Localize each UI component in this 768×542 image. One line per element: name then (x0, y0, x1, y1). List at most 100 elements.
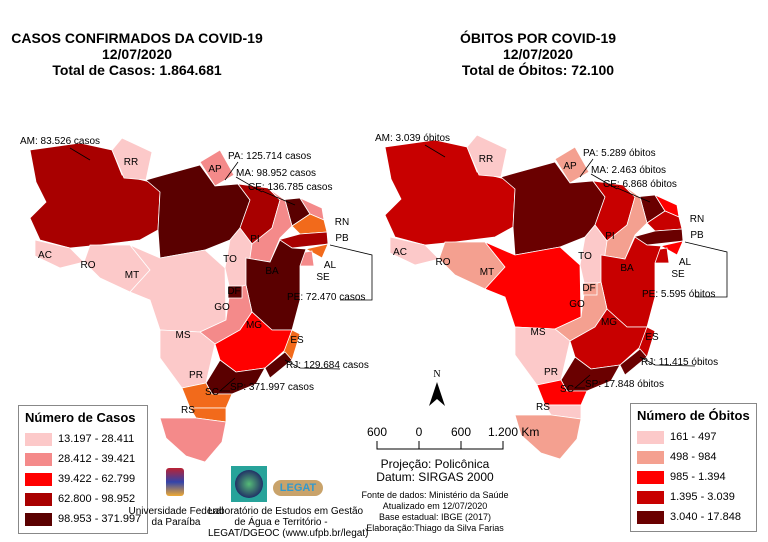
state-al (304, 243, 329, 259)
cases-total: Total de Casos: 1.864.681 (52, 62, 222, 78)
scale-tick-label: 600 (451, 425, 471, 439)
state-label: RS (181, 405, 195, 416)
state-rr (111, 137, 153, 181)
legend-swatch (25, 492, 52, 506)
credit-line: Elaboração:Thiago da Silva Farias (366, 523, 504, 533)
callout-leader (579, 158, 594, 178)
state-ac (34, 239, 85, 269)
legat-logo: LEGAT (273, 480, 323, 496)
state-mt (129, 244, 227, 333)
callout-label: MA: 2.463 óbitos (591, 165, 666, 176)
state-label: SC (560, 384, 574, 395)
cases-legend: Número de Casos 13.197 - 28.411 28.412 - … (18, 405, 149, 534)
state-label: MS (531, 327, 546, 338)
scale-bar: 600 0 600 1.200 Km (367, 425, 539, 450)
deaths-title: ÓBITOS POR COVID-19 (459, 30, 617, 46)
state-rj (619, 348, 648, 376)
legend-label: 498 - 984 (670, 451, 717, 463)
state-label: AL (324, 260, 337, 271)
callout-leader (284, 359, 341, 370)
legend-swatch (637, 430, 664, 444)
callout-leader (639, 356, 696, 367)
state-ac (389, 236, 440, 266)
legend-swatch (637, 450, 664, 464)
deaths-total: Total de Óbitos: 72.100 (461, 62, 615, 78)
state-label: DF (582, 283, 595, 294)
projection-text: Projeção: Policônica (380, 457, 490, 471)
callout-leader (224, 161, 239, 181)
north-label: N (433, 369, 440, 380)
state-label: BA (265, 266, 279, 277)
state-label: PI (605, 231, 614, 242)
legend-item: 13.197 - 28.411 (25, 429, 141, 449)
state-label: GO (569, 299, 585, 310)
credit-line: Fonte de dados: Ministério da Saúde (361, 490, 509, 500)
credit-line: Base estadual: IBGE (2017) (378, 512, 492, 522)
state-rr (466, 134, 508, 178)
legend-item: 98.953 - 371.997 (25, 509, 141, 529)
state-pb (646, 210, 683, 232)
legend-label: 39.422 - 62.799 (58, 473, 136, 485)
ufpb-text: Universidade Federal da Paraíba (128, 506, 224, 528)
legend-item: 1.395 - 3.039 (637, 487, 750, 507)
state-label: MT (480, 267, 494, 278)
state-label: AL (679, 257, 692, 268)
state-label: ES (645, 332, 659, 343)
legat-name: Laboratório de Estudos em Gestão (208, 506, 364, 517)
state-label: TO (223, 254, 237, 265)
state-rs (514, 414, 582, 460)
state-df (582, 282, 598, 296)
state-label: PR (189, 370, 203, 381)
state-label: RO (436, 257, 451, 268)
callout-leader (329, 244, 373, 301)
state-label: PB (690, 230, 704, 241)
callout-label: AM: 83.526 casos (20, 136, 100, 147)
state-label: RS (536, 402, 550, 413)
legend-label: 1.395 - 3.039 (670, 491, 735, 503)
callout-leader (69, 147, 91, 161)
legat-text: Laboratório de Estudos em Gestão de Água… (208, 506, 369, 539)
callout-leader (424, 144, 446, 158)
ufpb-name: da Paraíba (151, 517, 201, 528)
ufpb-name: Universidade Federal (128, 506, 224, 517)
callout-label: PE: 5.595 óbitos (642, 289, 715, 300)
legend-swatch (25, 452, 52, 466)
state-label: RN (690, 214, 704, 225)
state-label: RR (479, 154, 493, 165)
state-rj (264, 351, 293, 379)
legend-label: 985 - 1.394 (670, 471, 726, 483)
callout-label: PA: 125.714 casos (228, 151, 311, 162)
legat-name: LEGAT/DGEOC (www.ufpb.br/legat) (208, 528, 369, 539)
legend-item: 985 - 1.394 (637, 467, 750, 487)
legend-item: 39.422 - 62.799 (25, 469, 141, 489)
scale-tick-label: 0 (416, 425, 423, 439)
state-label: RO (81, 260, 96, 271)
state-pb (291, 213, 328, 235)
legend-label: 28.412 - 39.421 (58, 453, 136, 465)
callout-leader (616, 187, 651, 203)
state-label: GO (214, 302, 230, 313)
legend-item: 28.412 - 39.421 (25, 449, 141, 469)
legend-swatch (637, 470, 664, 484)
callout-leader (590, 173, 618, 190)
state-label: PI (250, 234, 259, 245)
callout-label: MA: 98.952 casos (236, 168, 316, 179)
cases-date: 12/07/2020 (101, 46, 173, 62)
state-label: MT (125, 270, 139, 281)
lab-globe-logo (231, 466, 267, 502)
legend-item: 62.800 - 98.952 (25, 489, 141, 509)
callout-label: SP: 371.997 casos (230, 382, 314, 393)
deaths-title-block: ÓBITOS POR COVID-19 12/07/2020 Total de … (388, 30, 688, 78)
legat-name: de Água e Território - (234, 517, 328, 528)
projection-info: Projeção: Policônica Datum: SIRGAS 2000 (360, 458, 510, 484)
state-label: AP (563, 161, 577, 172)
state-label: PB (335, 233, 349, 244)
callout-leader (235, 176, 263, 193)
north-arrow-icon (429, 382, 445, 406)
cases-title: CASOS CONFIRMADOS DA COVID-19 (11, 30, 263, 46)
state-label: TO (578, 251, 592, 262)
callout-leader (684, 241, 728, 298)
